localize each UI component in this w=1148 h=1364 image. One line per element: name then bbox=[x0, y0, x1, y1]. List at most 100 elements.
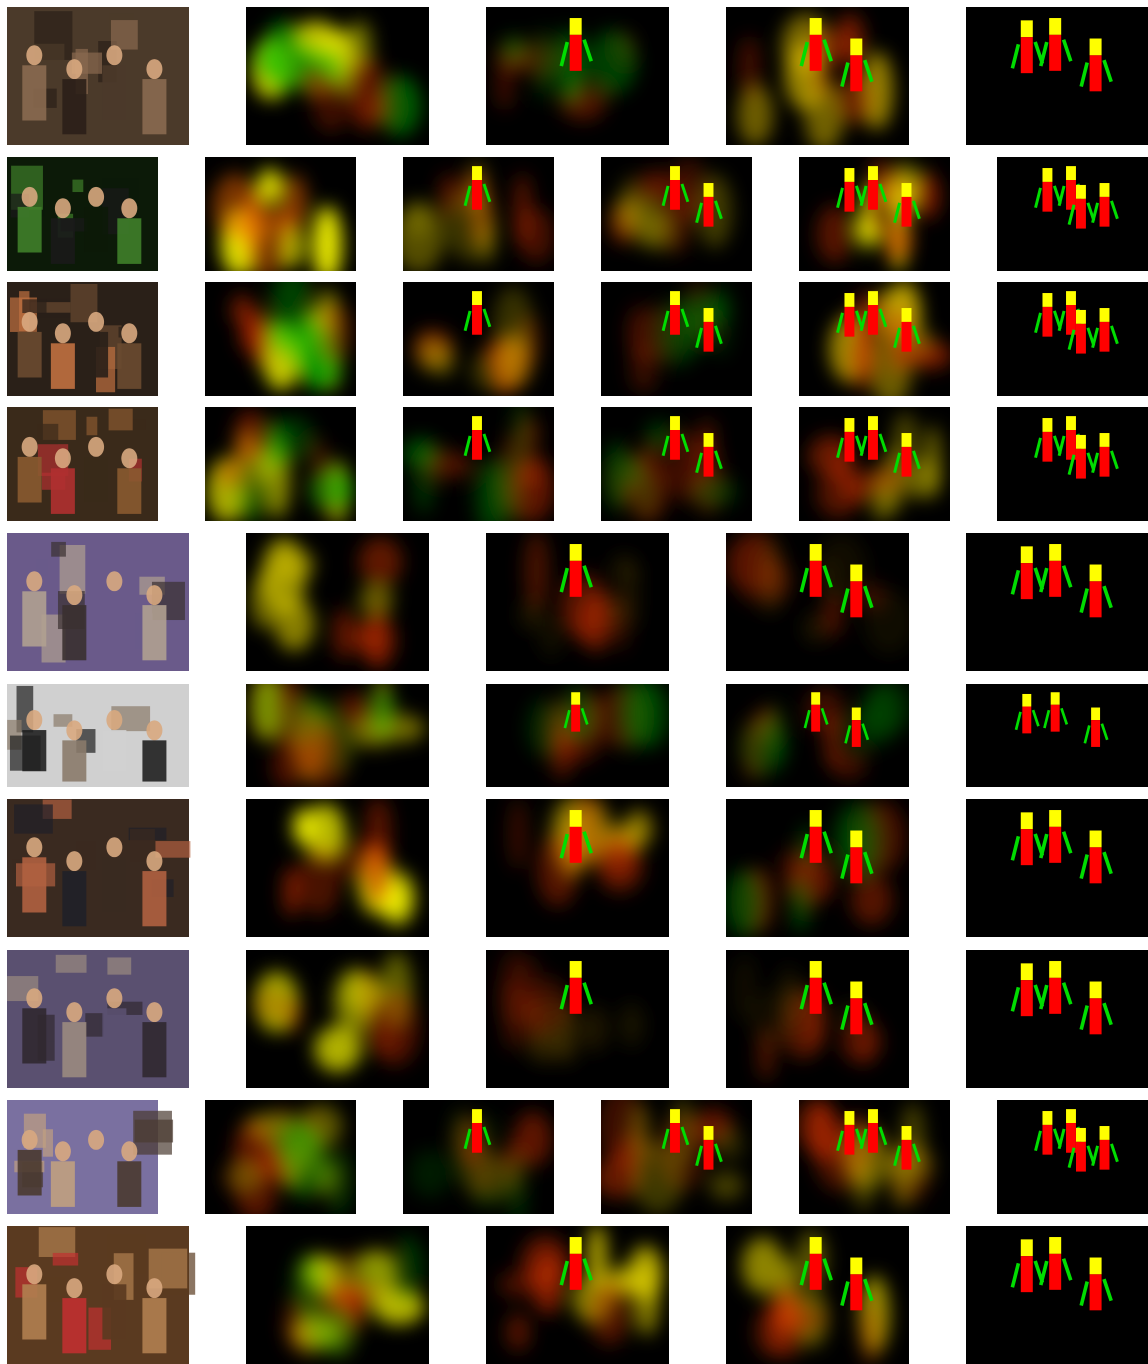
photo-person-body bbox=[142, 740, 167, 782]
photo-person-head bbox=[121, 448, 138, 469]
stick-arm bbox=[878, 433, 888, 453]
photo-person-head bbox=[26, 45, 43, 66]
stick-arm bbox=[661, 1128, 670, 1150]
stick-head bbox=[809, 810, 822, 827]
result-panel bbox=[966, 1226, 1148, 1364]
stick-arm bbox=[822, 39, 833, 62]
photo-region bbox=[55, 954, 87, 973]
stick-head bbox=[850, 981, 863, 999]
photo-person-body bbox=[62, 1022, 87, 1078]
heat-blob bbox=[312, 80, 350, 134]
stick-arm bbox=[912, 450, 921, 470]
photo-region bbox=[30, 302, 71, 313]
photo-person-head bbox=[26, 710, 43, 731]
stick-arm bbox=[695, 327, 704, 349]
heatmap bbox=[601, 1100, 744, 1214]
heatmap bbox=[251, 20, 422, 137]
stick-torso bbox=[1020, 1256, 1033, 1293]
photo-person-body bbox=[102, 65, 127, 121]
stick-arm bbox=[580, 707, 589, 725]
stick-arm bbox=[878, 308, 888, 328]
stick-arm bbox=[1052, 310, 1062, 330]
input-photo bbox=[7, 533, 189, 671]
stick-torso bbox=[844, 181, 855, 212]
heat-blob bbox=[913, 171, 940, 220]
heat-blob bbox=[859, 1299, 881, 1364]
result-panel bbox=[997, 157, 1148, 271]
heat-blob bbox=[254, 987, 288, 1022]
photo-person-body bbox=[84, 1149, 109, 1196]
heat-blob bbox=[847, 330, 879, 392]
stick-head bbox=[1091, 707, 1101, 721]
result-panel bbox=[799, 157, 950, 271]
stick-torso bbox=[1042, 431, 1053, 462]
stick-arm bbox=[1079, 1281, 1089, 1306]
result-panel bbox=[966, 950, 1148, 1088]
stick-arm bbox=[559, 1260, 570, 1286]
stick-head bbox=[569, 544, 582, 561]
heat-blob bbox=[500, 35, 528, 65]
photo-person-body bbox=[22, 591, 47, 647]
heat-blob bbox=[531, 1252, 565, 1315]
heat-blob bbox=[363, 839, 392, 906]
photo-person-body bbox=[117, 218, 142, 264]
stick-torso bbox=[1042, 181, 1053, 212]
stick-arm bbox=[1067, 1147, 1076, 1168]
stick-head bbox=[569, 810, 582, 827]
result-panel bbox=[246, 7, 429, 145]
stick-torso bbox=[1020, 980, 1033, 1017]
photo-region bbox=[38, 1227, 76, 1257]
result-panel bbox=[997, 407, 1148, 521]
photo-person-head bbox=[54, 198, 71, 219]
stick-torso bbox=[844, 431, 855, 462]
stick-arm bbox=[862, 851, 874, 875]
stick-torso bbox=[670, 1122, 680, 1153]
photo-person-body bbox=[22, 1008, 47, 1064]
stick-head bbox=[703, 183, 714, 197]
photo-person-head bbox=[54, 1141, 71, 1162]
stick-arm bbox=[1110, 1143, 1119, 1163]
heatmap bbox=[283, 1235, 425, 1358]
stick-arm bbox=[1067, 329, 1076, 350]
heat-blob bbox=[465, 1153, 512, 1207]
stick-head bbox=[850, 830, 863, 848]
stick-torso bbox=[850, 55, 863, 92]
heat-blob bbox=[803, 612, 827, 645]
stick-arm bbox=[1102, 851, 1113, 875]
heat-blob bbox=[837, 73, 872, 125]
photo-region bbox=[36, 558, 49, 577]
stick-torso bbox=[1066, 1122, 1076, 1153]
stick-head bbox=[868, 416, 878, 430]
result-panel bbox=[601, 407, 752, 521]
stick-torso bbox=[1022, 706, 1032, 734]
heat-blob bbox=[799, 1100, 836, 1151]
stick-arm bbox=[1086, 202, 1096, 222]
stick-arm bbox=[799, 833, 810, 859]
row-2 bbox=[7, 157, 1148, 271]
stick-head bbox=[571, 692, 581, 705]
stick-arm bbox=[912, 200, 921, 220]
heat-blob bbox=[644, 421, 676, 450]
stick-torso bbox=[1075, 323, 1086, 354]
stick-torso bbox=[809, 977, 822, 1014]
stick-arm bbox=[714, 325, 723, 345]
stick-head bbox=[850, 1257, 863, 1275]
stick-arm bbox=[680, 433, 690, 453]
heat-blob bbox=[737, 84, 774, 145]
stick-torso bbox=[850, 1274, 863, 1311]
stick-arm bbox=[463, 435, 472, 457]
photo-person-body bbox=[62, 605, 87, 661]
stick-head bbox=[844, 293, 855, 307]
photo-person-head bbox=[146, 59, 163, 80]
photo-region bbox=[42, 1129, 53, 1157]
stick-arm bbox=[1079, 854, 1089, 879]
stick-arm bbox=[893, 327, 902, 349]
photo-person-head bbox=[146, 1278, 163, 1299]
heat-blob bbox=[749, 988, 800, 1050]
stick-arm bbox=[803, 709, 811, 729]
heat-blob bbox=[596, 840, 644, 894]
stick-head bbox=[1066, 416, 1076, 430]
heat-blob bbox=[845, 1127, 890, 1191]
heatmap bbox=[403, 407, 554, 521]
